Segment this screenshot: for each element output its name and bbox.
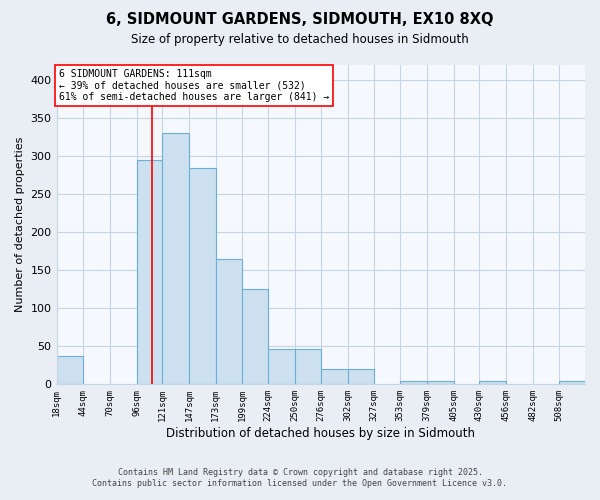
Bar — [479, 380, 506, 384]
Text: 6, SIDMOUNT GARDENS, SIDMOUTH, EX10 8XQ: 6, SIDMOUNT GARDENS, SIDMOUTH, EX10 8XQ — [106, 12, 494, 28]
Bar — [295, 348, 321, 384]
Bar — [400, 380, 427, 384]
Bar — [348, 369, 374, 384]
Y-axis label: Number of detached properties: Number of detached properties — [15, 137, 25, 312]
Bar — [137, 160, 162, 384]
X-axis label: Distribution of detached houses by size in Sidmouth: Distribution of detached houses by size … — [166, 427, 475, 440]
Bar — [242, 290, 268, 384]
Bar — [321, 369, 348, 384]
Bar — [427, 380, 454, 384]
Text: 6 SIDMOUNT GARDENS: 111sqm
← 39% of detached houses are smaller (532)
61% of sem: 6 SIDMOUNT GARDENS: 111sqm ← 39% of deta… — [59, 69, 329, 102]
Text: Contains HM Land Registry data © Crown copyright and database right 2025.
Contai: Contains HM Land Registry data © Crown c… — [92, 468, 508, 487]
Bar — [162, 134, 189, 384]
Text: Size of property relative to detached houses in Sidmouth: Size of property relative to detached ho… — [131, 32, 469, 46]
Bar — [56, 356, 83, 384]
Bar — [215, 259, 242, 384]
Bar — [268, 348, 295, 384]
Bar — [559, 380, 585, 384]
Bar — [189, 168, 215, 384]
